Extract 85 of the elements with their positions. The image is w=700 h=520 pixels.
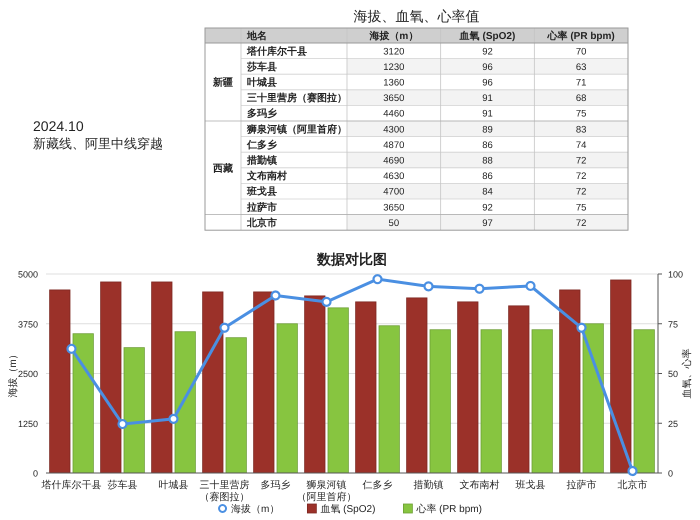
x-tick-label: 仁多乡 [362,480,392,491]
x-tick-label: 叶城县 [158,480,188,491]
table-value: 92 [482,202,493,214]
x-tick-label: 莎车县 [108,480,138,491]
y2-tick-label: 25 [668,418,678,429]
table-value: 4630 [383,171,404,182]
table-row-label: 班戈县 [247,186,277,198]
x-tick-label: 措勤镇 [414,480,444,491]
y2-tick-label: 50 [668,369,678,379]
table-value: 3650 [383,202,404,214]
table-value: 75 [576,202,586,214]
table-value: 72 [576,218,586,229]
x-tick-label: 班戈县 [516,480,546,491]
legend-label: 海拔（m） [231,504,280,515]
table-row-label: 措勤镇 [247,156,277,166]
table-value: 72 [576,186,586,198]
y-tick-label: 0 [32,468,38,478]
y-tick-label: 5000 [18,270,38,280]
table-row-label: 北京市 [247,218,277,229]
table-value: 92 [482,46,493,58]
table-value: 91 [482,93,493,104]
table-row-label: 仁多乡 [247,140,277,151]
table-value: 4870 [383,140,404,151]
table-value: 86 [482,140,493,151]
table-value: 96 [482,62,493,73]
table-value: 4460 [383,108,404,120]
table-value: 88 [482,156,493,166]
table-header: 海拔（m） [369,31,418,42]
table-value: 72 [576,156,586,166]
table-row-label: 狮泉河镇（阿里首府） [247,124,347,136]
table-value: 71 [576,78,586,88]
table-value: 3120 [383,46,404,58]
x-tick-label: 多玛乡 [260,480,290,491]
table-group: 西藏 [213,163,233,174]
table-value: 86 [482,171,493,182]
table-header: 血氧 (SpO2) [460,31,516,42]
table-value: 1360 [383,78,404,88]
table-value: 83 [576,124,586,136]
y-axis-title: 海拔（m） [8,349,19,398]
chart-title: 数据对比图 [317,253,387,268]
annotation: 2024.10 [33,118,84,134]
table-value: 72 [576,171,586,182]
y2-tick-label: 0 [668,468,674,478]
table-value: 75 [576,108,586,120]
table-value: 84 [482,186,493,198]
y-tick-label: 3750 [18,319,38,330]
table-value: 63 [576,62,586,73]
y-tick-label: 1250 [18,418,38,429]
table-header: 地名 [247,31,267,42]
table-row-label: 文布南村 [247,171,287,182]
x-tick-label: 狮泉河镇（阿里首府） [296,480,356,503]
y2-tick-label: 75 [668,319,678,330]
legend-label: 血氧 (SpO2) [320,504,376,515]
table-row-label: 莎车县 [247,62,277,73]
table-row-label: 塔什库尔干县 [247,46,307,58]
table-row-label: 多玛乡 [247,108,277,120]
table-value: 4700 [383,186,404,198]
table-header: 心率 (PR bpm) [548,31,615,42]
legend-label: 心率 (PR bpm) [416,504,482,515]
x-tick-label: 塔什库尔干县 [42,480,102,491]
x-tick-label: 三十里营房（赛图拉） [200,480,250,503]
table-value: 4690 [383,156,404,166]
table-value: 97 [482,218,493,229]
table-value: 3650 [383,93,404,104]
x-tick-label: 北京市 [618,480,648,491]
table-group: 新疆 [213,78,233,88]
table-value: 91 [482,108,493,120]
table-row-label: 三十里营房（赛图拉） [247,93,347,104]
table-title: 海拔、血氧、心率值 [354,8,480,24]
table-row-label: 叶城县 [247,78,277,88]
x-tick-label: 拉萨市 [566,480,596,491]
x-tick-label: 文布南村 [460,480,500,491]
table-value: 1230 [383,62,404,73]
y2-axis-title: 血氧、心率 [682,348,693,398]
table-value: 89 [482,124,493,136]
table-value: 74 [576,140,586,151]
table-row-label: 拉萨市 [247,202,277,214]
table-value: 50 [388,218,400,229]
table-value: 68 [576,93,586,104]
y2-tick-label: 100 [668,270,684,280]
annotation: 新藏线、阿里中线穿越 [33,136,163,151]
y-tick-label: 2500 [18,369,38,379]
table-value: 4300 [383,124,404,136]
table-value: 70 [576,46,586,58]
table-value: 96 [482,78,493,88]
